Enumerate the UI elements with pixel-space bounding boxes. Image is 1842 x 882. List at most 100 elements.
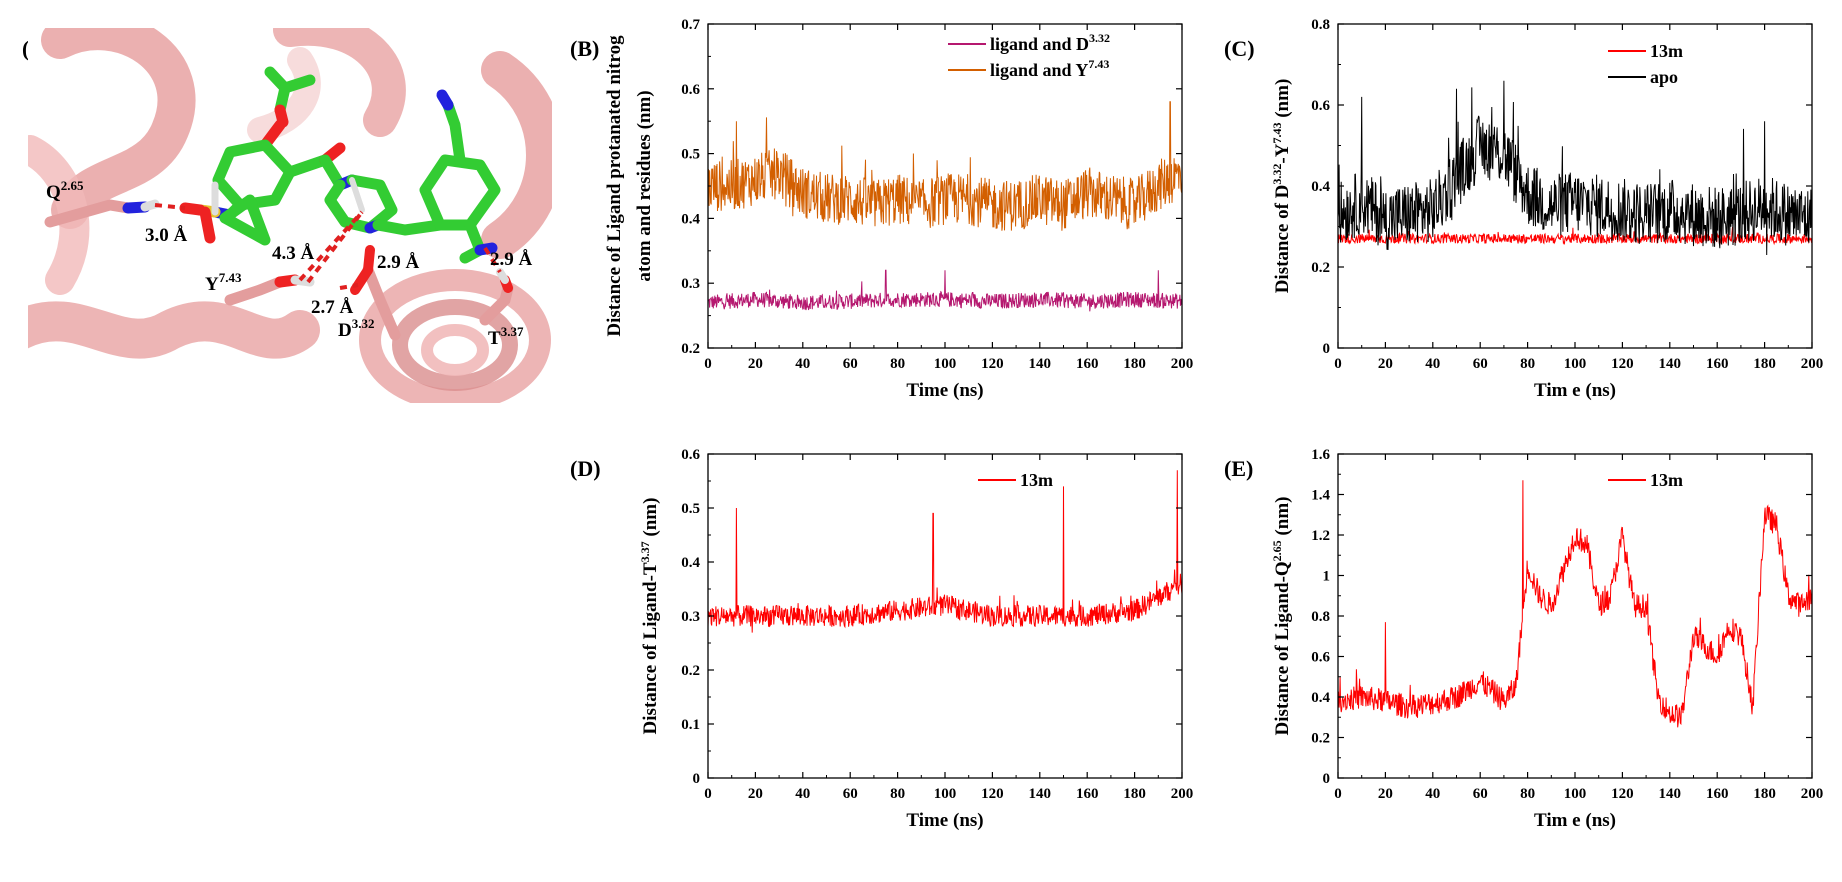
- panel-label-b: (B): [570, 36, 599, 61]
- x-tick-label: 140: [1029, 786, 1052, 802]
- x-tick-label: 20: [1378, 786, 1393, 802]
- y-tick-label: 1.2: [1311, 528, 1330, 544]
- x-tick-label: 80: [890, 356, 905, 372]
- y-tick-label: 0.6: [681, 447, 700, 463]
- x-tick-label: 0: [1334, 356, 1342, 372]
- legend-entry: apo: [1650, 67, 1678, 87]
- legend-entry: ligand and D3.32: [990, 31, 1110, 54]
- y-axis-label: Distance of Ligand-T3.37 (nm): [638, 498, 661, 735]
- y-tick-label: 0.7: [681, 17, 700, 33]
- x-tick-label: 80: [1520, 786, 1535, 802]
- x-tick-label: 20: [748, 356, 763, 372]
- y-axis-label: Distance of Ligand-Q2.65 (nm): [1270, 497, 1293, 736]
- hydrogen-bonds: [154, 203, 502, 290]
- ligand-sticks: [179, 66, 501, 264]
- residue-label-t: T3.37: [488, 324, 524, 349]
- y-tick-label: 0.2: [681, 341, 700, 357]
- x-axis-label: Tim e (ns): [1534, 380, 1616, 401]
- legend-entry: 13m: [1650, 41, 1683, 61]
- x-axis-label: Tim e (ns): [1534, 810, 1616, 831]
- x-tick-label: 120: [981, 786, 1004, 802]
- x-axis-label: Time (ns): [906, 810, 983, 831]
- x-tick-label: 180: [1123, 786, 1146, 802]
- residue-sticks: [44, 199, 514, 341]
- x-tick-label: 120: [981, 356, 1004, 372]
- distance-label-5: 2.9 Å: [490, 249, 533, 270]
- x-axis-label: Time (ns): [906, 380, 983, 401]
- series-group: [1338, 480, 1812, 728]
- x-tick-label: 180: [1753, 356, 1776, 372]
- x-tick-label: 160: [1706, 786, 1729, 802]
- protein-ribbon: [28, 28, 552, 403]
- x-tick-label: 0: [704, 786, 712, 802]
- y-tick-label: 0: [1323, 771, 1331, 787]
- y-tick-label: 0.5: [681, 147, 700, 163]
- panel-label-d: (D): [570, 456, 601, 481]
- series-group: [1338, 80, 1812, 256]
- series-line-13m: [708, 470, 1182, 633]
- y-tick-label: 0.3: [681, 609, 700, 625]
- x-tick-label: 140: [1659, 356, 1682, 372]
- legend-entry: 13m: [1020, 470, 1053, 490]
- x-tick-label: 40: [1425, 356, 1440, 372]
- distance-label-1: 3.0 Å: [145, 225, 188, 246]
- x-tick-label: 160: [1076, 786, 1099, 802]
- x-tick-label: 80: [1520, 356, 1535, 372]
- y-tick-label: 0.4: [681, 555, 700, 571]
- series-group: [708, 470, 1182, 633]
- y-tick-label: 0.4: [1311, 690, 1330, 706]
- series-line-ligand-and-d: [708, 269, 1182, 312]
- x-tick-label: 160: [1076, 356, 1099, 372]
- legend-entry: 13m: [1650, 470, 1683, 490]
- x-tick-label: 200: [1801, 786, 1824, 802]
- y-tick-label: 0.5: [681, 501, 700, 517]
- x-tick-label: 140: [1029, 356, 1052, 372]
- y-tick-label: 0.4: [681, 211, 700, 227]
- x-tick-label: 120: [1611, 356, 1634, 372]
- panel-label-e: (E): [1224, 456, 1253, 481]
- x-tick-label: 120: [1611, 786, 1634, 802]
- x-tick-label: 60: [843, 786, 858, 802]
- chart-e: (E) 0 20 40 60 80 100 120 140 160 180 200 0 0.2 0.4 0.6…: [1224, 447, 1823, 831]
- x-tick-label: 20: [748, 786, 763, 802]
- x-tick-label: 0: [704, 356, 712, 372]
- residue-label-d: D3.32: [338, 316, 374, 341]
- y-tick-label: 0.6: [681, 82, 700, 98]
- distance-label-2: 4.3 Å: [272, 243, 315, 264]
- x-tick-label: 140: [1659, 786, 1682, 802]
- residue-label-q: Q2.65: [46, 178, 84, 203]
- y-tick-label: 0.2: [1311, 731, 1330, 747]
- y-axis-label-line: Distance of Ligand protanated nitrog: [604, 35, 625, 337]
- x-tick-label: 60: [1473, 786, 1488, 802]
- x-tick-label: 200: [1801, 356, 1824, 372]
- x-tick-label: 80: [890, 786, 905, 802]
- residue-label-y: Y7.43: [205, 270, 242, 295]
- x-tick-label: 40: [1425, 786, 1440, 802]
- y-tick-label: 0.4: [1311, 179, 1330, 195]
- y-axis-label-line: atom and residues (nm): [634, 90, 655, 281]
- x-tick-label: 200: [1171, 356, 1194, 372]
- panel-label-c: (C): [1224, 36, 1255, 61]
- x-tick-label: 100: [934, 356, 957, 372]
- series-group: [708, 101, 1182, 312]
- x-tick-label: 100: [1564, 786, 1587, 802]
- x-tick-label: 160: [1706, 356, 1729, 372]
- y-tick-label: 0.2: [1311, 260, 1330, 276]
- y-tick-label: 0.8: [1311, 609, 1330, 625]
- series-line-13m: [1338, 480, 1812, 728]
- plot-frame: [1337, 453, 1813, 779]
- distance-label-4: 2.7 Å: [311, 297, 354, 318]
- series-line-apo: [1338, 80, 1812, 256]
- chart-d: (D) 0 20 40 60 80 100 120 140 160 180 200 0 0.1 0.2 0.3…: [570, 447, 1193, 831]
- y-tick-label: 0.1: [681, 717, 700, 733]
- x-tick-label: 60: [1473, 356, 1488, 372]
- y-axis-label: Distance of D3.32-Y7.43 (nm): [1270, 79, 1293, 294]
- y-tick-label: 1.6: [1311, 447, 1330, 463]
- distance-label-3: 2.9 Å: [377, 252, 420, 273]
- x-tick-label: 20: [1378, 356, 1393, 372]
- x-tick-label: 200: [1171, 786, 1194, 802]
- structure-labels: Q2.65 Y7.43 D3.32 T3.37 3.0 Å 4.3 Å 2.9 …: [46, 178, 533, 349]
- legend-entry: ligand and Y7.43: [990, 57, 1109, 80]
- x-tick-label: 40: [795, 786, 810, 802]
